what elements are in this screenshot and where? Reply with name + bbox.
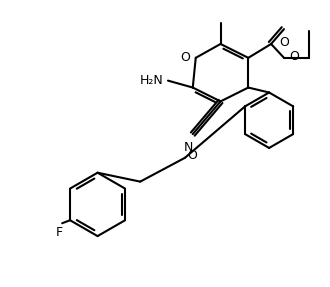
Text: H₂N: H₂N (139, 74, 163, 87)
Text: O: O (187, 149, 197, 162)
Text: O: O (279, 36, 289, 49)
Text: N: N (184, 141, 193, 154)
Text: O: O (180, 51, 190, 64)
Text: F: F (56, 226, 63, 239)
Text: O: O (289, 50, 299, 63)
